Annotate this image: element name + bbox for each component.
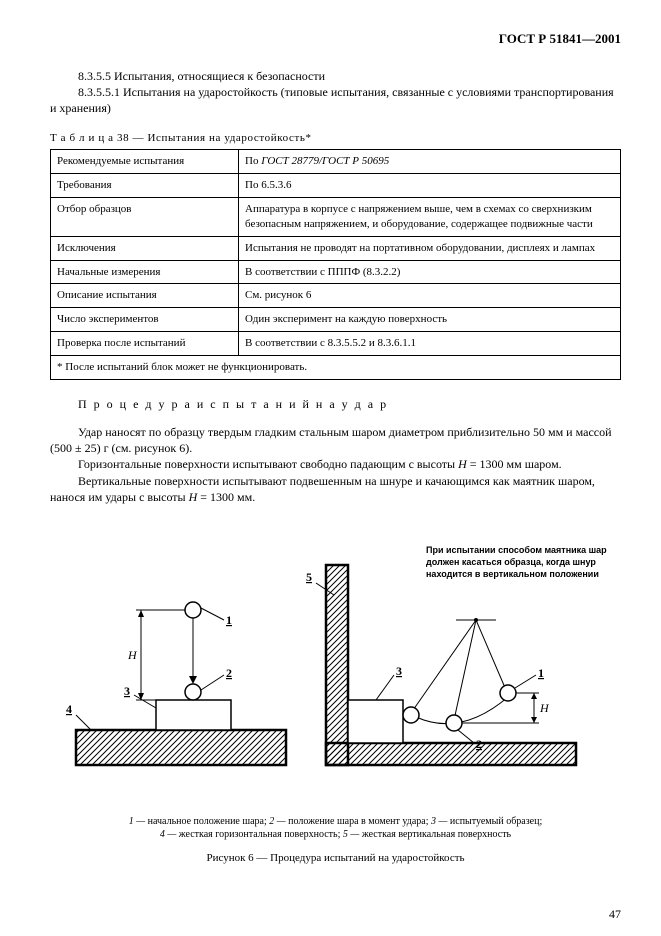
figure-svg: H 1 2 3 4 (56, 525, 616, 805)
label-4-left: 4 (66, 702, 72, 716)
label-H-right: H (539, 701, 550, 715)
legend-text: жесткая горизонтальная поверхность; (179, 829, 343, 840)
table-row: Отбор образцов Аппаратура в корпусе с на… (51, 198, 621, 237)
cell-right: По 6.5.3.6 (239, 174, 621, 198)
para-8-3-5-5-1: 8.3.5.5.1 Испытания на ударостойкость (т… (50, 84, 621, 116)
label-2-right: 2 (476, 737, 482, 751)
legend-text: жесткая вертикальная поверхность (362, 829, 511, 840)
text: = 1300 мм. (197, 490, 255, 504)
figure-caption: Рисунок 6 — Процедура испытаний на ударо… (50, 851, 621, 866)
cell-right: Аппаратура в корпусе с напряжением выше,… (239, 198, 621, 237)
cell-left: Рекомендуемые испытания (51, 150, 239, 174)
cell-left: Проверка после испытаний (51, 332, 239, 356)
legend-num: 4 — (160, 829, 179, 840)
procedure-title: П р о ц е д у р а и с п ы т а н и й н а … (50, 396, 621, 412)
table-row: Требования По 6.5.3.6 (51, 174, 621, 198)
label-2-left: 2 (226, 666, 232, 680)
legend-num: 3 — (431, 816, 450, 827)
table-row: Число экспериментов Один эксперимент на … (51, 308, 621, 332)
cell-right: См. рисунок 6 (239, 284, 621, 308)
table-row: Проверка после испытаний В соответствии … (51, 332, 621, 356)
table-row: Рекомендуемые испытания По ГОСТ 28779/ГО… (51, 150, 621, 174)
table-row: Описание испытания См. рисунок 6 (51, 284, 621, 308)
procedure-p2: Горизонтальные поверхности испытывают св… (50, 456, 621, 472)
procedure-p1: Удар наносят по образцу твердым гладким … (50, 424, 621, 456)
text-ital: H (458, 457, 467, 471)
page-number: 47 (609, 906, 621, 922)
cell-left: Отбор образцов (51, 198, 239, 237)
para-8-3-5-5: 8.3.5.5 Испытания, относящиеся к безопас… (50, 68, 621, 84)
legend-text: испытуемый образец; (450, 816, 542, 827)
table-row: Начальные измерения В соответствии с ППП… (51, 260, 621, 284)
text-ital: H (189, 490, 198, 504)
figure-note-3: находится в вертикальном положении (426, 569, 599, 579)
document-id: ГОСТ Р 51841—2001 (499, 30, 621, 48)
figure-legend: 1 — начальное положение шара; 2 — положе… (50, 815, 621, 841)
text: = 1300 мм шаром. (467, 457, 562, 471)
cell-left: Требования (51, 174, 239, 198)
text: Горизонтальные поверхности испытывают св… (78, 457, 458, 471)
label-5-right: 5 (306, 570, 312, 584)
label-3-right: 3 (396, 664, 402, 678)
label-1-left: 1 (226, 613, 232, 627)
legend-text: положение шара в момент удара; (288, 816, 431, 827)
table-caption-title: Испытания на ударостойкость* (148, 132, 312, 144)
cell-text-ital: ГОСТ 28779/ГОСТ Р 50695 (261, 155, 389, 167)
cell-left: Начальные измерения (51, 260, 239, 284)
table-footnote: * После испытаний блок может не функцион… (51, 356, 621, 380)
figure-note-1: При испытании способом маятника шар (426, 545, 607, 555)
table-caption: Т а б л и ц а 38 — Испытания на ударосто… (50, 131, 621, 146)
label-3-left: 3 (124, 684, 130, 698)
legend-num: 5 — (343, 829, 362, 840)
cell-left: Описание испытания (51, 284, 239, 308)
figure-6: H 1 2 3 4 (50, 525, 621, 866)
figure-note-2: должен касаться образца, когда шнур (426, 557, 596, 567)
legend-num: 2 — (269, 816, 288, 827)
cell-right: В соответствии с ПППФ (8.3.2.2) (239, 260, 621, 284)
cell-right: Один эксперимент на каждую поверхность (239, 308, 621, 332)
legend-text: начальное положение шара; (148, 816, 270, 827)
table-caption-prefix: Т а б л и ц а 38 — (50, 132, 148, 144)
label-H-left: H (127, 648, 138, 662)
cell-right: Испытания не проводят на портативном обо… (239, 236, 621, 260)
page: ГОСТ Р 51841—2001 8.3.5.5 Испытания, отн… (0, 0, 661, 936)
cell-right: В соответствии с 8.3.5.5.2 и 8.3.6.1.1 (239, 332, 621, 356)
cell-left: Число экспериментов (51, 308, 239, 332)
table-38: Рекомендуемые испытания По ГОСТ 28779/ГО… (50, 149, 621, 379)
legend-num: 1 — (129, 816, 148, 827)
body-text: 8.3.5.5 Испытания, относящиеся к безопас… (50, 68, 621, 866)
cell-left: Исключения (51, 236, 239, 260)
label-1-right: 1 (538, 666, 544, 680)
table-footnote-row: * После испытаний блок может не функцион… (51, 356, 621, 380)
cell-text: По (245, 155, 261, 167)
procedure-p3: Вертикальные поверхности испытывают подв… (50, 473, 621, 505)
text: Вертикальные поверхности испытывают подв… (50, 474, 595, 504)
table-row: Исключения Испытания не проводят на порт… (51, 236, 621, 260)
cell-right: По ГОСТ 28779/ГОСТ Р 50695 (239, 150, 621, 174)
